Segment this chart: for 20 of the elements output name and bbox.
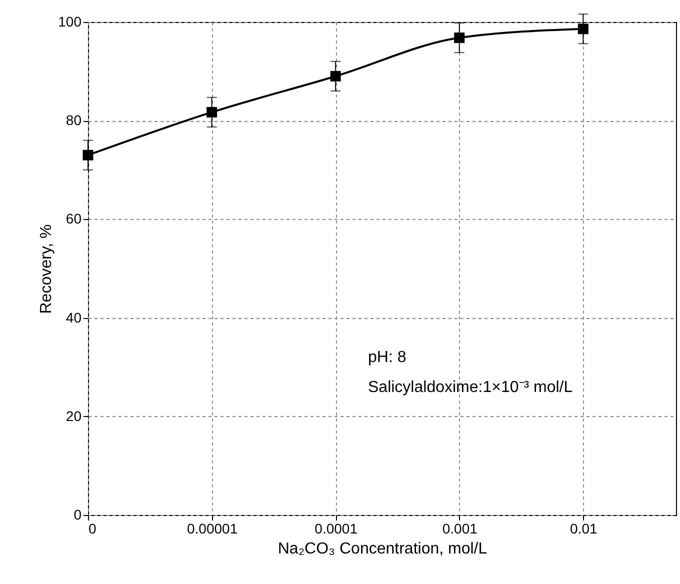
- point: [330, 70, 341, 82]
- x-tick-label: 0.001: [442, 520, 478, 536]
- x-tick-label: 0.01: [570, 520, 598, 536]
- x-tick-label: 0: [88, 520, 96, 536]
- y-tick-label: 100: [58, 14, 82, 30]
- y-tick-label: 0: [74, 506, 82, 522]
- x-tick-label: 0.0001: [314, 520, 358, 536]
- point: [206, 106, 218, 118]
- y-axis-title: Recovery, %: [38, 224, 56, 314]
- x-tick-label: 0.00001: [186, 520, 238, 536]
- x-axis-title: Na₂CO₃ Concentration, mol/L: [278, 540, 488, 558]
- annotation: Salicylaldoxime:1×10⁻³ mol/L: [368, 379, 573, 396]
- y-tick-label: 60: [66, 210, 82, 227]
- y-tick-label: 40: [66, 309, 82, 326]
- y-tick-label: 80: [66, 112, 82, 128]
- y-tick-label: 20: [66, 408, 82, 424]
- point: [82, 150, 94, 160]
- point: [578, 24, 588, 34]
- annotation: pH: 8: [368, 349, 406, 366]
- point: [454, 32, 465, 44]
